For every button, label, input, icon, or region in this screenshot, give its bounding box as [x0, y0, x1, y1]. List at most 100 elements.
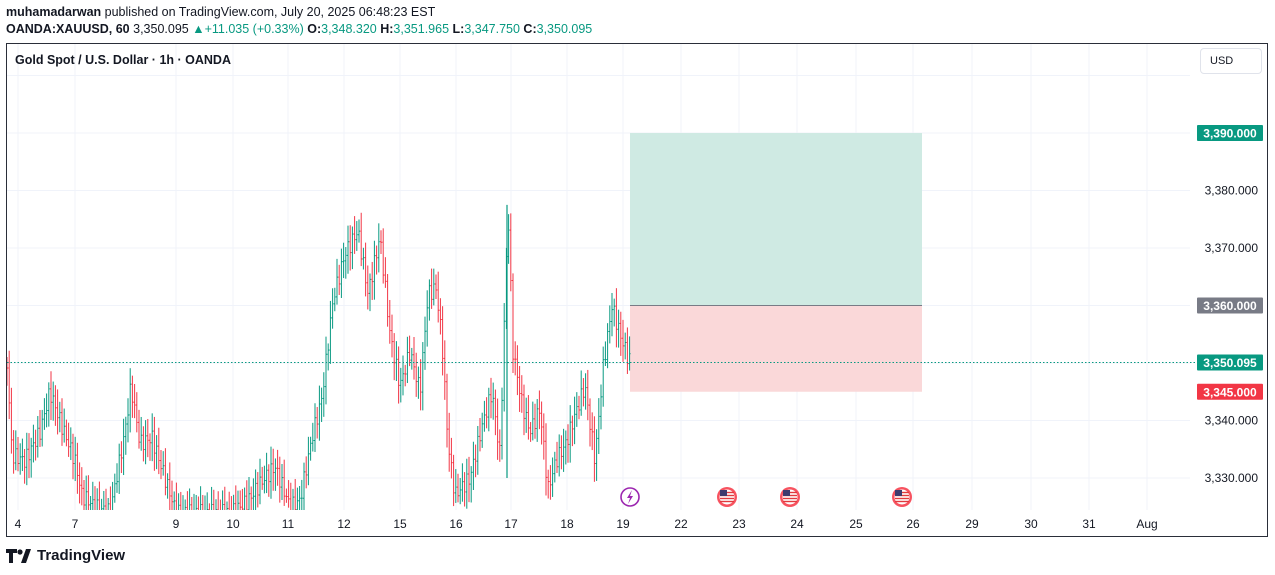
ohlc-bar — [518, 365, 521, 412]
ohlc-bar — [166, 473, 169, 499]
ohlc-bar — [452, 454, 455, 507]
author-name[interactable]: muhamadarwan — [6, 5, 102, 19]
ohlc-bar — [329, 300, 332, 364]
ohlc-bar — [292, 488, 294, 510]
ohlc-bar — [241, 488, 244, 510]
ohlc-bar — [404, 364, 407, 387]
ohlc-bar — [591, 412, 594, 451]
ohlc-bar — [364, 242, 367, 297]
lightning-bolt — [627, 490, 633, 504]
ohlc-bar — [17, 437, 19, 472]
ohlc-bar — [190, 496, 193, 510]
open-label: O: — [307, 22, 322, 36]
ohlc-bar — [184, 499, 187, 510]
ohlc-bar — [32, 424, 35, 463]
ohlc-bar — [432, 268, 435, 306]
ohlc-bar — [43, 398, 46, 430]
ohlc-bar — [408, 335, 411, 367]
stop-zone — [630, 305, 922, 392]
ohlc-bar — [91, 481, 94, 510]
ohlc-bar — [63, 408, 66, 443]
ohlc-bar — [10, 387, 13, 454]
price-change: +11.035 (+0.33%) — [204, 22, 304, 36]
ohlc-bar — [567, 424, 569, 463]
target-zone — [630, 133, 922, 306]
ohlc-bar — [101, 498, 103, 510]
ohlc-bar — [7, 357, 8, 386]
ohlc-bar — [584, 373, 587, 410]
open-value: 3,348.320 — [321, 22, 377, 36]
ohlc-bar — [219, 499, 221, 510]
ohlc-bar — [327, 343, 330, 371]
ohlc-bar — [19, 443, 22, 475]
ohlc-bar — [116, 463, 118, 493]
ohlc-bar — [371, 261, 374, 300]
ohlc-bar — [547, 469, 550, 499]
ohlc-bar — [355, 221, 358, 251]
ohlc-bar — [175, 482, 177, 510]
ohlc-bar — [443, 340, 446, 400]
ohlc-bar — [593, 416, 596, 482]
ohlc-bar — [531, 401, 534, 441]
ohlc-bar — [283, 459, 286, 506]
lightning-event-icon[interactable] — [620, 487, 640, 507]
ohlc-bar — [21, 438, 24, 472]
ohlc-bar — [578, 395, 580, 420]
y-tick-label: 3,330.000 — [1205, 471, 1259, 485]
ohlc-bar — [261, 466, 264, 490]
x-tick-label: 30 — [1024, 517, 1038, 531]
x-tick-label: 17 — [504, 517, 518, 531]
ohlc-bar — [622, 319, 624, 362]
x-tick-label: 16 — [449, 517, 463, 531]
x-tick-label: 29 — [965, 517, 979, 531]
low-value: 3,347.750 — [464, 22, 520, 36]
us-flag-event-icon[interactable] — [717, 487, 737, 507]
ohlc-bar — [76, 442, 79, 494]
ohlc-bar — [415, 352, 418, 397]
ohlc-bar — [25, 432, 28, 486]
ohlc-bar — [509, 213, 512, 292]
us-flag-event-icon[interactable] — [780, 487, 800, 507]
ohlc-bar — [604, 341, 607, 367]
ohlc-bar — [217, 491, 219, 510]
tradingview-logo-icon — [6, 548, 31, 563]
ohlc-bar — [624, 332, 627, 360]
ohlc-bar — [373, 240, 376, 300]
ohlc-bar — [239, 490, 242, 510]
x-tick-label: 15 — [393, 517, 407, 531]
ohlc-bar — [523, 384, 525, 436]
ohlc-bar — [36, 416, 39, 458]
ohlc-bar — [600, 384, 602, 430]
ohlc-bar — [516, 345, 519, 396]
ohlc-bar — [171, 480, 173, 510]
ohlc-bar — [358, 219, 360, 243]
ohlc-bar — [72, 433, 74, 480]
publish-info: muhamadarwan published on TradingView.co… — [6, 5, 435, 19]
ohlc-bar — [331, 288, 334, 329]
ohlc-bar — [399, 367, 402, 403]
ohlc-bar — [58, 401, 61, 433]
ohlc-bar — [606, 323, 609, 369]
ohlc-bar — [558, 434, 561, 477]
tradingview-brand[interactable]: TradingView — [6, 547, 125, 564]
currency-button[interactable]: USD — [1200, 48, 1262, 74]
price-label-target: 3,390.000 — [1203, 127, 1257, 141]
ohlc-bar — [424, 316, 426, 370]
x-tick-label: 25 — [849, 517, 863, 531]
ohlc-bar — [402, 355, 404, 396]
ohlc-bar — [69, 427, 72, 461]
ohlc-bar — [615, 288, 618, 348]
ohlc-bar — [157, 427, 160, 475]
ohlc-bar — [562, 428, 565, 472]
ohlc-bar — [102, 490, 105, 510]
ohlc-bar — [457, 473, 459, 503]
ohlc-bar — [222, 490, 224, 510]
ohlc-bar — [122, 418, 125, 476]
ohlc-bar — [233, 494, 235, 510]
ohlc-bar — [189, 488, 191, 510]
ohlc-bar — [366, 265, 369, 310]
us-flag-event-icon[interactable] — [892, 487, 912, 507]
ohlc-bar — [391, 314, 393, 358]
ohlc-bar — [602, 346, 605, 407]
